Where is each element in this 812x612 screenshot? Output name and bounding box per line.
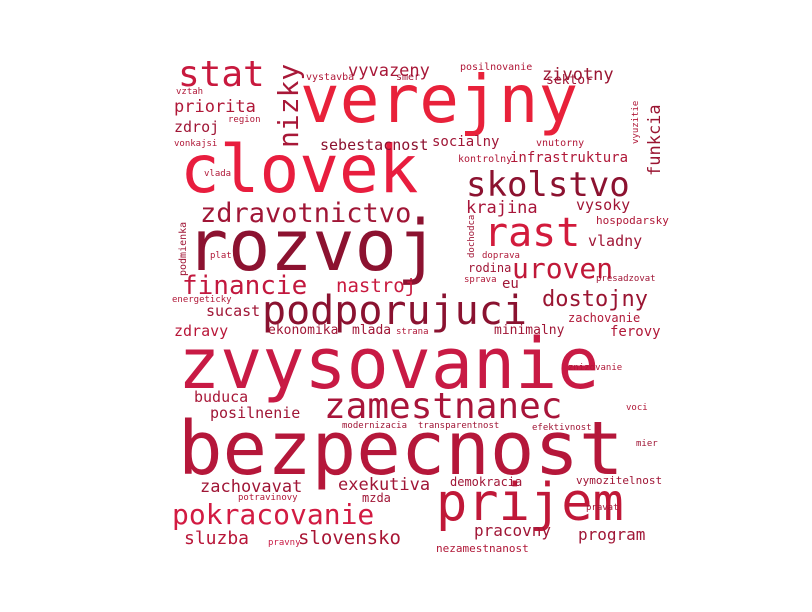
- word: pokracovanie: [172, 498, 374, 531]
- word: demokracia: [450, 475, 522, 489]
- word: podmienka: [178, 222, 189, 276]
- word: vysoky: [576, 196, 630, 214]
- word: skolstvo: [466, 165, 630, 205]
- word: mlada: [352, 323, 391, 338]
- word: sluzba: [184, 528, 249, 549]
- word: vonkajsi: [174, 139, 217, 149]
- word: transparentnost: [418, 421, 499, 431]
- word: rozvoj: [186, 205, 439, 287]
- word: plat: [210, 251, 232, 261]
- word: ferovy: [610, 324, 661, 340]
- word: pravat: [586, 503, 619, 513]
- word: vnutorny: [536, 138, 584, 149]
- word: eu: [502, 276, 519, 292]
- word: zdravy: [174, 322, 228, 340]
- word: nastroj: [336, 275, 416, 297]
- word: buduca: [194, 388, 248, 406]
- word: clovek: [180, 131, 418, 208]
- word: hospodarsky: [596, 214, 669, 227]
- word: znizovanie: [568, 363, 622, 373]
- word: potravinovy: [238, 493, 298, 503]
- word: modernizacia: [342, 421, 407, 431]
- word: financie: [182, 271, 307, 301]
- word: krajina: [466, 198, 538, 218]
- word: vlada: [204, 169, 231, 179]
- word: smer: [396, 72, 420, 83]
- word: rodina: [468, 261, 511, 275]
- word: mzda: [362, 491, 391, 505]
- word: bezpecnost: [178, 406, 624, 492]
- word: mier: [636, 439, 658, 449]
- word: vyuzitie: [631, 101, 641, 144]
- word: vladny: [588, 232, 642, 250]
- word: zamestnanec: [324, 386, 562, 427]
- word: vyvazeny: [348, 61, 430, 81]
- word: strana: [396, 327, 429, 337]
- word: efektivnost: [532, 423, 592, 433]
- word: verejny: [300, 61, 578, 138]
- word: dostojny: [542, 287, 648, 312]
- word: sektor: [546, 73, 593, 88]
- word: program: [578, 525, 645, 544]
- word: infrastruktura: [510, 150, 628, 166]
- word: region: [228, 115, 261, 125]
- word: doprava: [482, 251, 520, 261]
- word: energeticky: [172, 295, 232, 305]
- word: nizky: [272, 64, 305, 148]
- word: minimalny: [494, 323, 565, 338]
- word: zachovanie: [568, 311, 640, 325]
- word: voci: [626, 403, 648, 413]
- word: sprava: [464, 275, 497, 285]
- word: pracovny: [474, 521, 551, 540]
- word: vymozitelnost: [576, 474, 662, 487]
- word: pravny: [268, 538, 301, 548]
- word: priorita: [174, 97, 256, 117]
- word: vztah: [176, 87, 203, 97]
- word: vystavba: [306, 72, 354, 83]
- word: presadzovat: [596, 274, 656, 284]
- word: sucast: [206, 302, 260, 320]
- word: slovensko: [298, 527, 401, 549]
- word: rast: [484, 210, 580, 256]
- word: uroven: [512, 252, 613, 285]
- word: prijem: [436, 473, 624, 533]
- word: zachovavat: [200, 477, 302, 497]
- word: zivotny: [542, 65, 614, 85]
- word: dochodca: [467, 215, 477, 258]
- word: zdravotnictvo: [200, 198, 411, 229]
- word: funkcia: [645, 104, 665, 176]
- word: socialny: [432, 134, 499, 150]
- word: posilnovanie: [460, 62, 532, 73]
- word: zdroj: [174, 118, 219, 136]
- word: posilnenie: [210, 404, 300, 422]
- word: exekutiva: [338, 475, 430, 495]
- word: kontrolny: [458, 154, 512, 165]
- word: nezamestnanost: [436, 542, 529, 555]
- word: ekonomika: [268, 323, 338, 338]
- word: sebestacnost: [320, 136, 428, 154]
- word: stat: [178, 54, 265, 95]
- word: podporujuci: [262, 288, 527, 334]
- word: zvysovanie: [178, 323, 599, 405]
